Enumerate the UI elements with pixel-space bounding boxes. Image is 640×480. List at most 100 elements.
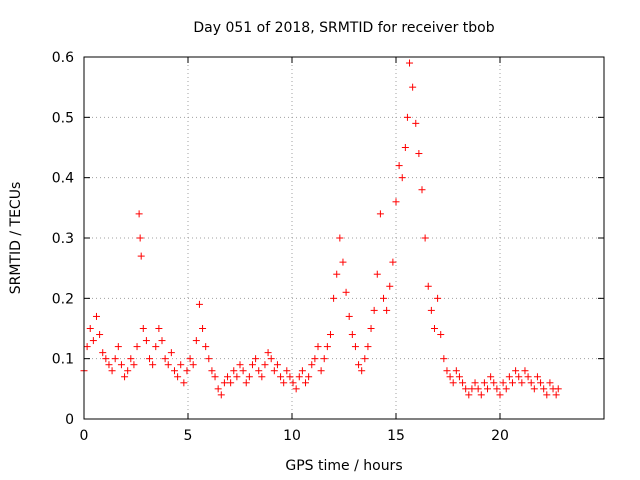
data-point (455, 373, 463, 381)
data-point (502, 385, 510, 393)
data-point (314, 343, 322, 351)
y-tick-label: 0.6 (52, 50, 74, 66)
data-point (389, 258, 397, 266)
data-point (83, 343, 91, 351)
data-point (364, 343, 372, 351)
data-point (474, 385, 482, 393)
data-point (199, 325, 207, 332)
data-point (161, 355, 169, 363)
data-point (205, 355, 213, 363)
data-point (446, 373, 454, 381)
data-point (111, 355, 119, 363)
data-point (351, 343, 359, 351)
data-point (248, 361, 256, 369)
data-point (462, 385, 470, 393)
data-point (339, 258, 347, 266)
data-point (418, 186, 426, 194)
data-point (308, 361, 316, 369)
data-point (283, 367, 291, 375)
data-point (142, 337, 150, 345)
grid (84, 57, 604, 419)
data-point (286, 373, 294, 381)
data-point (245, 373, 253, 381)
data-point (490, 379, 498, 387)
data-point (180, 379, 188, 387)
data-point (298, 367, 306, 375)
data-point (292, 385, 300, 393)
data-point (108, 367, 116, 375)
data-point (386, 282, 394, 290)
data-point (449, 379, 457, 387)
data-point (189, 361, 197, 369)
data-point (323, 343, 331, 351)
data-point (361, 355, 369, 363)
data-point (477, 391, 485, 399)
data-point (305, 373, 313, 381)
data-point (355, 361, 363, 369)
data-point (264, 349, 272, 357)
data-point (149, 361, 157, 369)
data-point (518, 379, 526, 387)
data-point (202, 343, 210, 351)
x-axis-title: GPS time / hours (285, 458, 402, 474)
data-point (409, 83, 417, 91)
data-point (406, 59, 414, 67)
data-point (302, 379, 310, 387)
data-point (437, 331, 445, 339)
data-point (333, 270, 341, 278)
data-point (242, 379, 250, 387)
data-point (395, 162, 403, 170)
data-point (345, 312, 353, 320)
data-point (342, 288, 350, 296)
data-point (208, 367, 216, 375)
data-point (102, 355, 110, 363)
data-point (521, 367, 529, 375)
data-point (424, 282, 432, 290)
data-point (136, 234, 144, 242)
data-point (96, 331, 104, 339)
data-point (480, 379, 488, 387)
data-point (373, 270, 381, 278)
data-point (317, 367, 325, 375)
data-point (220, 379, 228, 387)
data-point (505, 373, 513, 381)
data-point (270, 367, 278, 375)
x-tick-label: 15 (387, 428, 405, 444)
data-point (367, 325, 375, 332)
data-point (376, 210, 384, 218)
data-point (233, 373, 241, 381)
data-point (443, 367, 451, 375)
data-point (155, 325, 163, 332)
data-point (487, 373, 495, 381)
data-point (512, 367, 520, 375)
data-point (530, 385, 538, 393)
data-point (186, 355, 194, 363)
y-tick-label: 0.5 (52, 110, 74, 126)
y-tick-label: 0.4 (52, 171, 74, 187)
data-point (484, 385, 492, 393)
data-point (135, 210, 143, 218)
data-point (383, 306, 391, 314)
data-point (133, 343, 141, 351)
data-point (320, 355, 328, 363)
data-point (280, 379, 288, 387)
data-point (117, 361, 125, 369)
ticks: 0 5 10 15 20 0 0.1 0.2 0.3 0.4 0.5 0.6 (52, 50, 604, 444)
data-point (527, 379, 535, 387)
data-point (174, 373, 182, 381)
data-point (230, 367, 238, 375)
data-point (311, 355, 319, 363)
data-point (540, 385, 548, 393)
data-point (170, 367, 178, 375)
data-point (459, 379, 467, 387)
data-point (239, 367, 247, 375)
data-point (295, 373, 303, 381)
y-tick-label: 0.3 (52, 231, 74, 247)
data-point (152, 343, 160, 351)
data-point (124, 367, 132, 375)
chart-title: Day 051 of 2018, SRMTID for receiver tbo… (193, 20, 494, 36)
data-point (89, 337, 97, 345)
x-tick-label: 10 (283, 428, 301, 444)
